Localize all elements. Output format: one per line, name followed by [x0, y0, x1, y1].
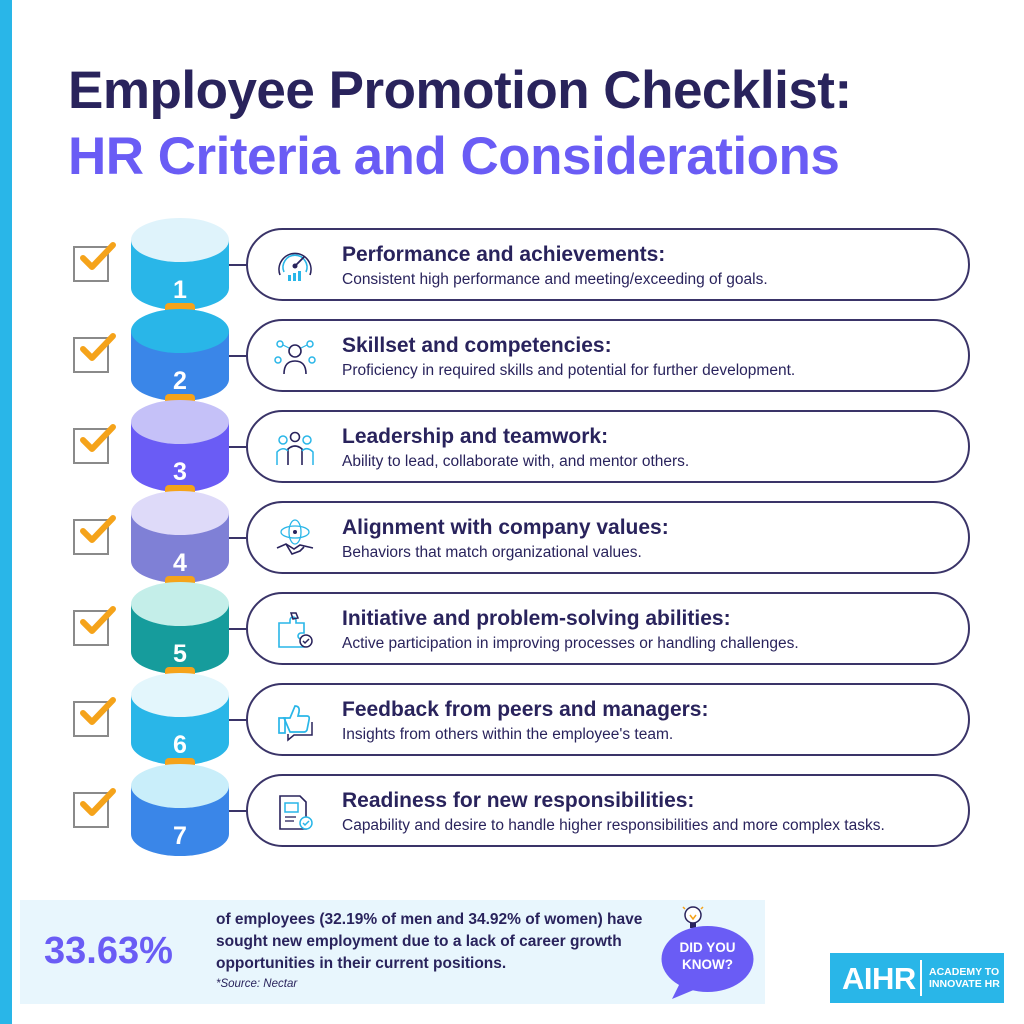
- checkbox-item-2: [73, 333, 116, 373]
- step-number: 1: [173, 276, 187, 304]
- did-you-know-text: DID YOU KNOW?: [660, 939, 755, 973]
- step-cylinder-7: 7: [131, 764, 229, 856]
- step-cylinder-3: 3: [131, 400, 229, 492]
- step-cylinder-1: 1: [131, 218, 229, 310]
- left-accent-bar: [0, 0, 12, 1024]
- criteria-description: Ability to lead, collaborate with, and m…: [342, 453, 690, 470]
- thumbs-up-icon: [278, 705, 313, 742]
- checkbox-item-7: [73, 788, 116, 828]
- checkmark-icon: [80, 424, 116, 452]
- cylinder-top: [131, 491, 229, 535]
- checkbox-item-6: [73, 697, 116, 737]
- step-cylinder-6: 6: [131, 673, 229, 765]
- criteria-title: Alignment with company values:: [342, 516, 669, 539]
- criteria-card-1: Performance and achievements: Consistent …: [246, 228, 970, 301]
- checkmark-icon: [80, 788, 116, 816]
- stat-box: 33.63% of employees (32.19% of men and 3…: [20, 900, 765, 1004]
- person-skills-icon: [274, 340, 316, 375]
- criteria-card-2: Skillset and competencies: Proficiency in…: [246, 319, 970, 392]
- stat-text: of employees (32.19% of men and 34.92% o…: [216, 911, 643, 972]
- checkbox-item-4: [73, 515, 116, 555]
- stat-source: *Source: Nectar: [216, 978, 298, 990]
- step-number: 5: [173, 640, 187, 668]
- criteria-description: Consistent high performance and meeting/…: [342, 271, 768, 288]
- criteria-card-6: Feedback from peers and managers: Insight…: [246, 683, 970, 756]
- lightbulb-icon: [682, 906, 704, 928]
- connector-line: [229, 446, 247, 448]
- criteria-title: Initiative and problem-solving abilities…: [342, 607, 731, 630]
- step-cylinder-2: 2: [131, 309, 229, 401]
- aihr-logo: AIHR ACADEMY TO INNOVATE HR: [830, 953, 1004, 1003]
- checkmark-icon: [80, 606, 116, 634]
- step-number: 6: [173, 731, 187, 759]
- logo-divider: [920, 960, 922, 996]
- step-cylinder-5: 5: [131, 582, 229, 674]
- step-number: 2: [173, 367, 187, 395]
- cylinder-top: [131, 400, 229, 444]
- did-you-know-line2: KNOW?: [682, 957, 733, 972]
- puzzle-icon: [278, 612, 313, 648]
- connector-line: [229, 355, 247, 357]
- criteria-card-5: Initiative and problem-solving abilities…: [246, 592, 970, 665]
- criteria-description: Behaviors that match organizational valu…: [342, 544, 642, 561]
- cylinder-top: [131, 764, 229, 808]
- step-cylinder-4: 4: [131, 491, 229, 583]
- criteria-card-4: Alignment with company values: Behaviors …: [246, 501, 970, 574]
- checkbox-item-1: [73, 242, 116, 282]
- stat-value: 33.63%: [44, 930, 173, 972]
- page-subtitle: HR Criteria and Considerations: [68, 127, 840, 186]
- criteria-description: Capability and desire to handle higher r…: [342, 817, 885, 834]
- connector-line: [229, 537, 247, 539]
- criteria-description: Proficiency in required skills and poten…: [342, 362, 796, 379]
- did-you-know-bubble: [661, 926, 754, 999]
- checkmark-icon: [80, 333, 116, 361]
- checkbox-item-3: [73, 424, 116, 464]
- checkmark-icon: [80, 697, 116, 725]
- checkbox-item-5: [73, 606, 116, 646]
- connector-line: [229, 719, 247, 721]
- cylinder-top: [131, 309, 229, 353]
- criteria-title: Feedback from peers and managers:: [342, 698, 709, 721]
- step-number: 4: [173, 549, 187, 577]
- connector-line: [229, 628, 247, 630]
- cylinder-top: [131, 582, 229, 626]
- did-you-know-line1: DID YOU: [679, 940, 736, 955]
- criteria-title: Performance and achievements:: [342, 243, 666, 266]
- criteria-card-7: Readiness for new responsibilities: Capab…: [246, 774, 970, 847]
- logo-main-text: AIHR: [842, 961, 916, 996]
- connector-line: [229, 810, 247, 812]
- connector-line: [229, 264, 247, 266]
- step-number: 7: [173, 822, 187, 850]
- criteria-title: Skillset and competencies:: [342, 334, 612, 357]
- criteria-title: Readiness for new responsibilities:: [342, 789, 695, 812]
- cylinder-top: [131, 218, 229, 262]
- criteria-card-3: Leadership and teamwork: Ability to lead,…: [246, 410, 970, 483]
- criteria-title: Leadership and teamwork:: [342, 425, 609, 448]
- checkmark-icon: [80, 242, 116, 270]
- page-title: Employee Promotion Checklist:: [68, 61, 852, 120]
- cylinder-top: [131, 673, 229, 717]
- checkmark-icon: [80, 515, 116, 543]
- criteria-description: Insights from others within the employee…: [342, 726, 674, 743]
- step-number: 3: [173, 458, 187, 486]
- logo-sub-line1: ACADEMY TO: [929, 966, 1000, 978]
- team-icon: [276, 431, 314, 465]
- criteria-description: Active participation in improving proces…: [342, 635, 799, 652]
- handshake-icon: [276, 519, 314, 555]
- document-check-icon: [279, 795, 313, 830]
- logo-sub-line2: INNOVATE HR: [929, 978, 1000, 990]
- logo-subtext: ACADEMY TO INNOVATE HR: [929, 966, 1000, 990]
- gauge-icon: [278, 252, 312, 281]
